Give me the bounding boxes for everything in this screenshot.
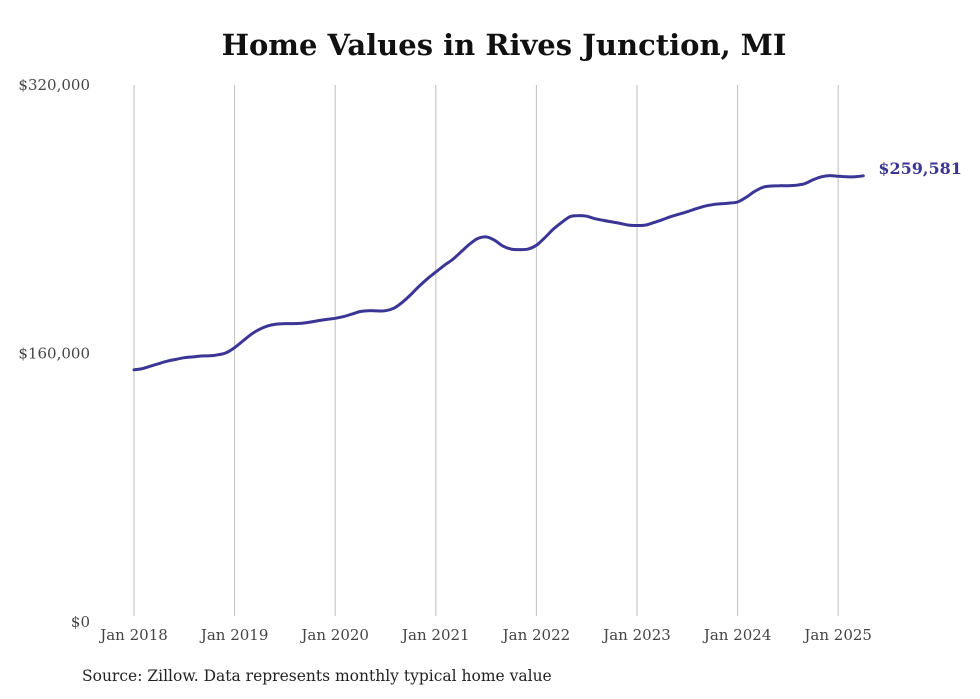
x-tick-label: Jan 2019 [199, 626, 269, 644]
y-tick-label: $320,000 [18, 76, 90, 94]
x-tick-label: Jan 2020 [299, 626, 369, 644]
y-tick-label: $0 [71, 613, 90, 631]
x-tick-label: Jan 2025 [802, 626, 872, 644]
x-tick-label: Jan 2024 [702, 626, 772, 644]
x-tick-label: Jan 2018 [98, 626, 168, 644]
end-value-label-group: $259,581 [878, 159, 962, 178]
series-line-home-value [132, 174, 865, 372]
end-value-label: $259,581 [878, 159, 962, 178]
x-tick-label: Jan 2022 [501, 626, 571, 644]
chart-source-note: Source: Zillow. Data represents monthly … [82, 667, 552, 685]
y-tick-label: $160,000 [18, 345, 90, 363]
gridlines [133, 85, 839, 616]
x-axis-tick-labels: Jan 2018 Jan 2019 Jan 2020 Jan 2021 Jan 2022… [98, 626, 872, 644]
chart-title: Home Values in Rives Junction, MI [221, 28, 787, 62]
y-axis-tick-labels: $0 $160,000 $320,000 [18, 76, 90, 631]
series-line-group [132, 174, 865, 372]
x-tick-label: Jan 2021 [400, 626, 470, 644]
x-tick-label: Jan 2023 [601, 626, 671, 644]
